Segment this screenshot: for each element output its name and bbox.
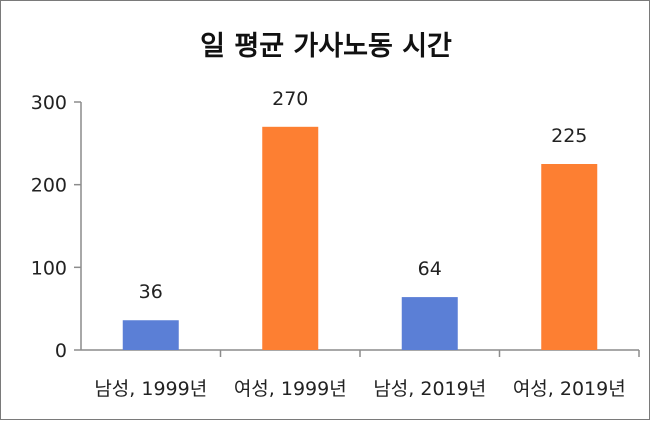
bar: [122, 320, 179, 350]
bars: [122, 126, 598, 350]
y-tick-label: 0: [55, 340, 67, 362]
x-tick-label: 남성, 2019년: [373, 378, 486, 400]
chart-title: 일 평균 가사노동 시간: [200, 31, 452, 62]
axes: 0 100 200 300 남성, 1999년 여성, 1999년 남성, 2019년 여성,…: [31, 92, 640, 400]
data-label: 270: [272, 88, 308, 110]
y-tick-label: 100: [31, 257, 67, 279]
y-tick-label: 300: [31, 92, 67, 114]
y-tick-label: 200: [31, 175, 67, 197]
data-label: 225: [551, 125, 587, 147]
data-labels: 36 270 64 225: [139, 88, 588, 303]
x-tick-label: 남성, 1999년: [94, 378, 207, 400]
bar: [541, 164, 598, 350]
x-tick-label: 여성, 2019년: [513, 378, 626, 400]
bar: [401, 297, 458, 350]
data-label: 36: [139, 281, 163, 303]
data-label: 64: [418, 258, 442, 280]
bar: [262, 126, 319, 350]
x-tick-label: 여성, 1999년: [234, 378, 347, 400]
